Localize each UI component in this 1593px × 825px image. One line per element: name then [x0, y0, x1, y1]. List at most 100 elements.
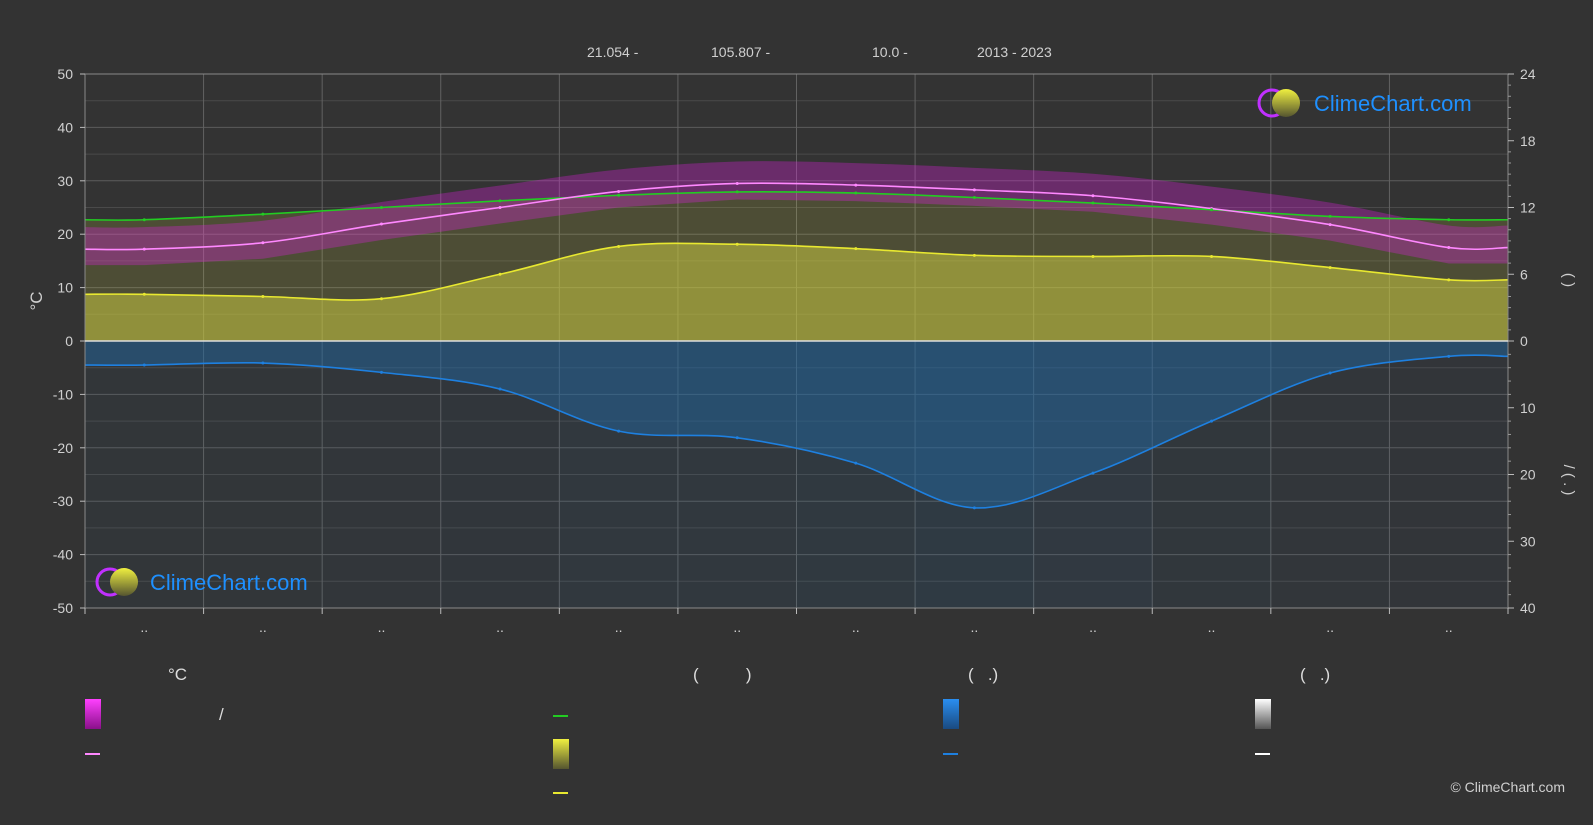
header-elev: 10.0 - [872, 44, 908, 60]
left-tick-label: 40 [57, 119, 73, 135]
point-sunshine [1091, 254, 1095, 258]
right-tick-label-top: 6 [1520, 266, 1528, 282]
point-precip [261, 361, 265, 365]
point-daylight [1328, 214, 1332, 218]
x-tick-label: .. [1445, 619, 1453, 635]
precip-month-shade [559, 341, 678, 608]
point-sunshine [379, 297, 383, 301]
header-years: 2013 - 2023 [977, 44, 1052, 60]
left-axis-label: °C [27, 291, 46, 310]
point-mean_max [379, 222, 383, 226]
precip-month-shade [203, 341, 323, 608]
point-precip [854, 461, 858, 465]
logo-text-top: ClimeChart.com [1314, 91, 1472, 116]
legend-swatch-snow-fill [1255, 699, 1271, 729]
point-mean_max [617, 189, 621, 193]
precip-month-shade [85, 341, 204, 608]
left-tick-label: -50 [53, 600, 73, 616]
legend-swatch-sunshine [553, 792, 568, 794]
right-axis-label-top: ( ) [1560, 273, 1577, 287]
x-tick-label: .. [733, 619, 741, 635]
point-mean_max [498, 206, 502, 209]
point-mean_max [261, 241, 265, 245]
point-precip [972, 506, 976, 510]
point-mean_max [142, 247, 146, 251]
point-precip [142, 363, 146, 367]
point-daylight [379, 206, 383, 209]
right-tick-label-top: 18 [1520, 133, 1536, 149]
right-tick-label-top: 12 [1520, 200, 1536, 216]
precip-month-shade [915, 341, 1034, 608]
x-tick-label: .. [970, 619, 978, 635]
point-daylight [1091, 201, 1095, 205]
x-tick-label: .. [1326, 619, 1334, 635]
point-mean_max [735, 181, 739, 185]
point-sunshine [261, 295, 265, 298]
logo-text-bottom: ClimeChart.com [150, 570, 308, 595]
point-daylight [498, 199, 502, 203]
legend-swatch-precip [943, 753, 958, 755]
point-sunshine [854, 247, 858, 251]
series-line-precip [85, 354, 1508, 509]
header-lat: 21.054 - [587, 44, 639, 60]
point-daylight [142, 218, 146, 222]
right-tick-label-bottom: 40 [1520, 600, 1536, 616]
point-sunshine [735, 242, 739, 246]
right-tick-label-bottom: 20 [1520, 467, 1536, 483]
sunshine-area [85, 243, 1508, 341]
header-lon: 105.807 - [711, 44, 771, 60]
legend-swatch-rain-fill [943, 699, 959, 729]
precip-month-shade [322, 341, 441, 608]
left-tick-label: 30 [57, 173, 73, 189]
legend-swatch-snow [1255, 753, 1270, 755]
point-precip [498, 387, 502, 391]
legend-swatch-sunshine-fill [553, 739, 569, 769]
logo-top: ClimeChart.com [1257, 88, 1472, 118]
legend-swatch-daylight [553, 715, 568, 717]
point-precip [1091, 471, 1095, 475]
point-sunshine [498, 272, 502, 276]
point-mean_max [1328, 223, 1332, 227]
point-daylight [854, 191, 858, 195]
precip-area [85, 341, 1508, 508]
point-precip [1447, 354, 1451, 358]
x-tick-label: .. [378, 619, 386, 635]
legend-swatch-mean-max [85, 753, 100, 755]
point-mean_max [1091, 194, 1095, 198]
point-daylight [1210, 208, 1214, 212]
left-tick-label: -30 [53, 493, 73, 509]
right-tick-label-top: 24 [1520, 66, 1536, 82]
x-tick-label: .. [615, 619, 623, 635]
point-sunshine [617, 244, 621, 248]
series-line-sunshine [85, 242, 1508, 301]
point-mean_max [854, 183, 858, 187]
precip-month-shade [440, 341, 560, 608]
legend-heading-rain: ( .) [968, 665, 999, 684]
left-tick-label: 50 [57, 66, 73, 82]
point-daylight [1447, 218, 1451, 222]
precip-month-shade [1152, 341, 1271, 608]
point-precip [1328, 371, 1332, 375]
point-sunshine [972, 253, 976, 257]
point-daylight [261, 212, 265, 216]
precip-month-shade [1270, 341, 1390, 608]
temp-range-area [85, 161, 1508, 266]
point-sunshine [1210, 254, 1214, 258]
left-tick-label: -10 [53, 386, 73, 402]
series-line-daylight [85, 191, 1508, 221]
right-tick-label-bottom: 30 [1520, 533, 1536, 549]
range-fills [85, 161, 1508, 608]
point-sunshine [1447, 278, 1451, 282]
point-sunshine [142, 292, 146, 296]
copyright: © ClimeChart.com [1450, 779, 1565, 795]
x-tick-label: .. [496, 619, 504, 635]
point-mean_max [1447, 246, 1451, 250]
point-sunshine [1328, 266, 1332, 270]
series-lines [85, 181, 1508, 510]
point-precip [1210, 419, 1214, 423]
legend-heading-sun: ( ) [693, 665, 752, 684]
x-tick-label: .. [1208, 619, 1216, 635]
left-tick-label: 20 [57, 226, 73, 242]
logo-bottom: ClimeChart.com [95, 567, 308, 597]
point-mean_max [972, 188, 976, 192]
